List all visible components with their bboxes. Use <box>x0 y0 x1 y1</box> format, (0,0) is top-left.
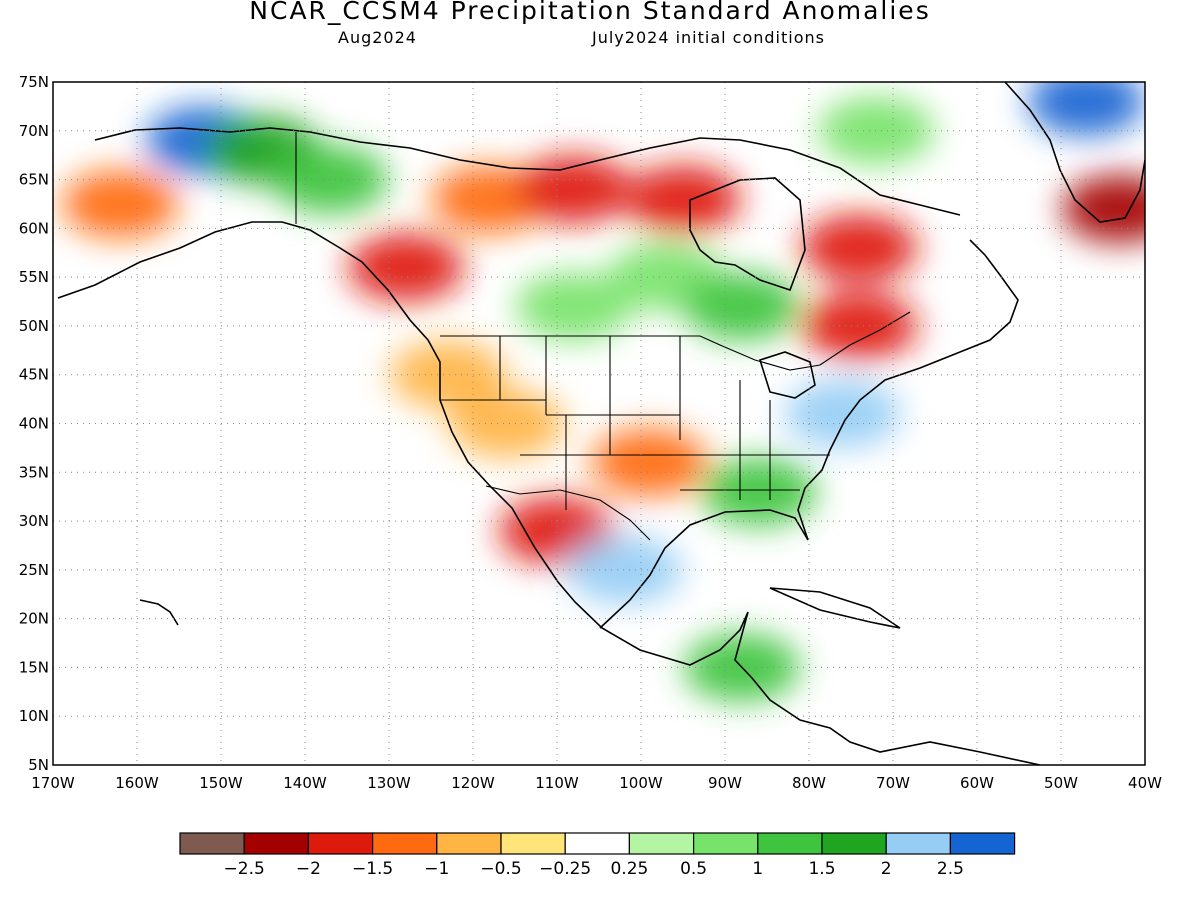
colorbar-label: 1.5 <box>808 859 835 879</box>
colorbar-label: 2.5 <box>937 859 964 879</box>
colorbar-swatch <box>500 832 566 855</box>
longitude-label: 100W <box>619 774 663 792</box>
longitude-label: 50W <box>1044 774 1078 792</box>
longitude-label: 120W <box>451 774 495 792</box>
latitude-label: 5N <box>28 756 49 774</box>
gulf-coast <box>599 239 1019 629</box>
anomaly-field <box>62 82 1145 702</box>
colorbar-swatch <box>821 832 887 855</box>
colorbar-swatch <box>436 832 502 855</box>
longitude-label: 160W <box>115 774 159 792</box>
anomaly-region <box>625 165 741 234</box>
latitude-label: 65N <box>19 171 49 189</box>
colorbar-label: −2 <box>296 859 321 879</box>
colorbar-label: −0.5 <box>480 859 521 879</box>
colorbar-label: −2.5 <box>224 859 265 879</box>
anomaly-region <box>1028 82 1145 136</box>
anomaly-region <box>700 457 817 526</box>
hudson-bay <box>689 177 806 292</box>
longitude-label: 130W <box>367 774 411 792</box>
anomaly-region <box>801 291 918 360</box>
longitude-label: 80W <box>792 774 826 792</box>
colorbar-swatch <box>885 832 952 855</box>
latitude-label: 10N <box>19 707 49 725</box>
greenland-coast <box>1004 82 1145 223</box>
longitude-label: 70W <box>876 774 910 792</box>
anomaly-region <box>801 213 918 282</box>
colorbar-swatch <box>564 832 631 855</box>
longitude-label: 140W <box>283 774 327 792</box>
latitude-label: 25N <box>19 561 49 579</box>
longitude-labels: 170W 160W 150W 140W 130W 120W 110W 100W 90W 80W 70… <box>31 774 1162 792</box>
latitude-label: 20N <box>19 610 49 628</box>
map-title: NCAR_CCSM4 Precipitation Standard Anomal… <box>249 0 931 25</box>
anomaly-region <box>591 428 708 497</box>
latitude-label: 55N <box>19 268 49 286</box>
colorbar-swatch <box>179 832 245 855</box>
colorbar-swatch <box>949 832 1016 855</box>
anomaly-region <box>784 379 901 448</box>
arctic-coast <box>94 127 961 216</box>
colorbar-swatch <box>243 832 309 855</box>
colorbar-swatches <box>179 832 1016 855</box>
longitude-label: 170W <box>31 774 75 792</box>
latitude-label: 60N <box>19 219 49 237</box>
anomaly-region <box>272 145 389 214</box>
us-canada-border <box>440 311 911 371</box>
anomaly-region <box>683 272 800 341</box>
longitude-label: 60W <box>960 774 994 792</box>
colorbar: −2.5 −2 −1.5 −1 −0.5 −0.25 0.25 0.5 1 1.5 2 2.5 <box>179 832 1016 879</box>
us-mexico-border <box>485 485 651 541</box>
colorbar-label: 0.5 <box>680 859 707 879</box>
valid-month: Aug2024 <box>338 28 417 47</box>
anomaly-region <box>389 340 506 409</box>
longitude-label: 90W <box>708 774 742 792</box>
anomaly-region <box>515 155 632 224</box>
colorbar-label: −1.5 <box>352 859 393 879</box>
colorbar-label: −1 <box>424 859 449 879</box>
latitude-label: 40N <box>19 415 49 433</box>
anomaly-region <box>347 233 464 302</box>
latitude-label: 50N <box>19 317 49 335</box>
anomaly-region <box>818 96 935 165</box>
state-lines <box>440 336 830 510</box>
colorbar-swatch <box>692 832 759 855</box>
latitude-label: 75N <box>19 73 49 91</box>
colorbar-swatch <box>307 832 374 855</box>
cuba <box>769 587 901 629</box>
initial-conditions: July2024 initial conditions <box>592 28 825 47</box>
colorbar-label: −0.25 <box>539 859 591 879</box>
colorbar-label: 0.25 <box>610 859 648 879</box>
anomaly-region <box>448 389 565 458</box>
latitude-label: 70N <box>19 122 49 140</box>
colorbar-label: 1 <box>752 859 763 879</box>
anomaly-region <box>1061 174 1145 243</box>
latitude-label: 30N <box>19 512 49 530</box>
political-boundaries <box>295 132 911 541</box>
anomaly-region <box>62 169 179 238</box>
colorbar-swatch <box>757 832 823 855</box>
latitude-label: 35N <box>19 463 49 481</box>
anomaly-region <box>515 272 632 341</box>
north-america-coastline <box>57 221 1041 765</box>
latitude-label: 45N <box>19 366 49 384</box>
colorbar-labels: −2.5 −2 −1.5 −1 −0.5 −0.25 0.25 0.5 1 1.5 2 2.5 <box>224 859 964 879</box>
plot-frame <box>52 81 1146 766</box>
colorbar-swatch <box>628 832 695 855</box>
longitude-label: 40W <box>1128 774 1162 792</box>
latitude-label: 15N <box>19 658 49 676</box>
plot-area <box>52 81 1146 766</box>
great-lakes <box>758 351 816 399</box>
longitude-label: 150W <box>199 774 243 792</box>
longitude-label: 110W <box>535 774 579 792</box>
colorbar-swatch <box>372 832 438 855</box>
latitude-labels: 75N 70N 65N 60N 55N 50N 45N 40N 35N 30N 25N 20N 15N 1… <box>19 73 49 774</box>
coastlines <box>57 82 1145 765</box>
anomaly-region <box>566 535 683 604</box>
colorbar-label: 2 <box>881 859 892 879</box>
